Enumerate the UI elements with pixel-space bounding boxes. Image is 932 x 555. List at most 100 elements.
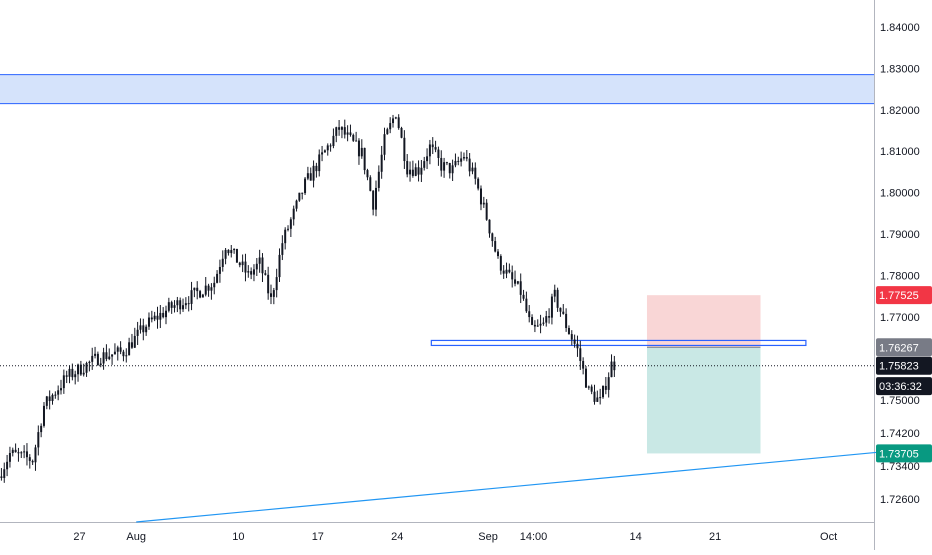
candle-body: [71, 369, 73, 377]
candle-body: [613, 362, 615, 371]
candle-body: [406, 161, 408, 174]
candle-body: [534, 325, 536, 327]
candle-body: [290, 219, 292, 228]
candle-body: [386, 129, 388, 134]
candle-body: [54, 395, 56, 396]
candle-body: [279, 255, 281, 277]
candle-body: [446, 162, 448, 163]
candle-body: [469, 159, 471, 172]
candle-body: [34, 447, 36, 462]
candle-body: [23, 451, 25, 452]
candle-body: [128, 342, 130, 355]
y-tick-label: 1.75000: [880, 395, 920, 407]
candle-body: [66, 375, 68, 376]
candle-body: [91, 356, 93, 362]
candle-body: [182, 305, 184, 309]
candle-body: [304, 179, 306, 194]
candle-body: [514, 279, 516, 283]
candle-body: [608, 377, 610, 390]
candle-body: [460, 158, 462, 161]
candle-body: [105, 352, 107, 359]
candle-body: [103, 352, 105, 363]
candle-body: [208, 286, 210, 291]
candle-body: [443, 162, 445, 170]
candle-body: [471, 168, 473, 172]
candle-body: [483, 203, 485, 205]
countdown-label: 03:36:32: [879, 381, 922, 393]
candle-body: [100, 364, 102, 366]
candle-body: [63, 375, 65, 388]
candle-body: [364, 148, 366, 170]
candle-body: [77, 365, 79, 375]
candle-body: [139, 325, 141, 329]
candle-body: [69, 369, 71, 377]
candle-body: [281, 243, 283, 255]
y-tick-label: 1.84000: [880, 22, 920, 34]
candle-body: [562, 312, 564, 314]
candle-body: [542, 323, 544, 324]
candle-body: [239, 263, 241, 265]
candle-body: [15, 450, 17, 452]
candle-body: [156, 316, 158, 320]
y-tick-label: 1.78000: [880, 271, 920, 283]
x-tick-label: 14:00: [520, 531, 548, 543]
candle-body: [137, 330, 139, 336]
candle-body: [548, 316, 550, 318]
candle-body: [205, 286, 207, 295]
candle-body: [347, 132, 349, 134]
y-tick-label: 1.72600: [880, 494, 920, 506]
candle-body: [97, 354, 99, 365]
y-tick-label: 1.73400: [880, 461, 920, 473]
candle-body: [29, 457, 31, 461]
candle-body: [176, 300, 178, 305]
candle-body: [497, 252, 499, 257]
candle-body: [369, 177, 371, 191]
candle-body: [403, 138, 405, 161]
candle-body: [264, 273, 266, 275]
candle-body: [284, 230, 286, 243]
candle-body: [537, 326, 539, 327]
candle-body: [559, 308, 561, 312]
candle-body: [480, 189, 482, 205]
candle-body: [449, 163, 451, 173]
y-tick-label: 1.82000: [880, 105, 920, 117]
candle-body: [596, 397, 598, 401]
candle-body: [120, 347, 122, 351]
candle-body: [20, 452, 22, 453]
candle-body: [148, 318, 150, 327]
candle-body: [315, 166, 317, 171]
candle-body: [94, 354, 96, 356]
candle-body: [557, 290, 559, 308]
candle-body: [401, 128, 403, 138]
candle-body: [32, 461, 34, 462]
candle-body: [321, 152, 323, 154]
candle-body: [83, 373, 85, 375]
stop-loss-zone: [647, 295, 761, 347]
y-tick-label: 1.79000: [880, 229, 920, 241]
candle-body: [253, 269, 255, 274]
candle-body: [134, 336, 136, 348]
candle-body: [174, 305, 176, 308]
x-tick-label: 10: [232, 531, 244, 543]
candle-body: [508, 270, 510, 273]
candle-body: [9, 453, 11, 462]
candle-body: [247, 271, 249, 272]
candle-body: [426, 156, 428, 161]
candle-body: [352, 135, 354, 141]
candle-body: [523, 295, 525, 299]
candle-body: [435, 147, 437, 149]
candle-body: [574, 340, 576, 344]
candle-body: [437, 150, 439, 158]
candle-body: [74, 374, 76, 377]
candle-body: [12, 450, 14, 453]
candle-body: [506, 270, 508, 274]
y-tick-label: 1.74200: [880, 428, 920, 440]
candle-body: [361, 148, 363, 156]
price-label: 1.76267: [879, 342, 919, 354]
candle-body: [488, 220, 490, 234]
take-profit-zone: [647, 347, 761, 453]
candle-body: [565, 314, 567, 328]
candle-body: [244, 262, 246, 273]
candle-body: [267, 275, 269, 293]
